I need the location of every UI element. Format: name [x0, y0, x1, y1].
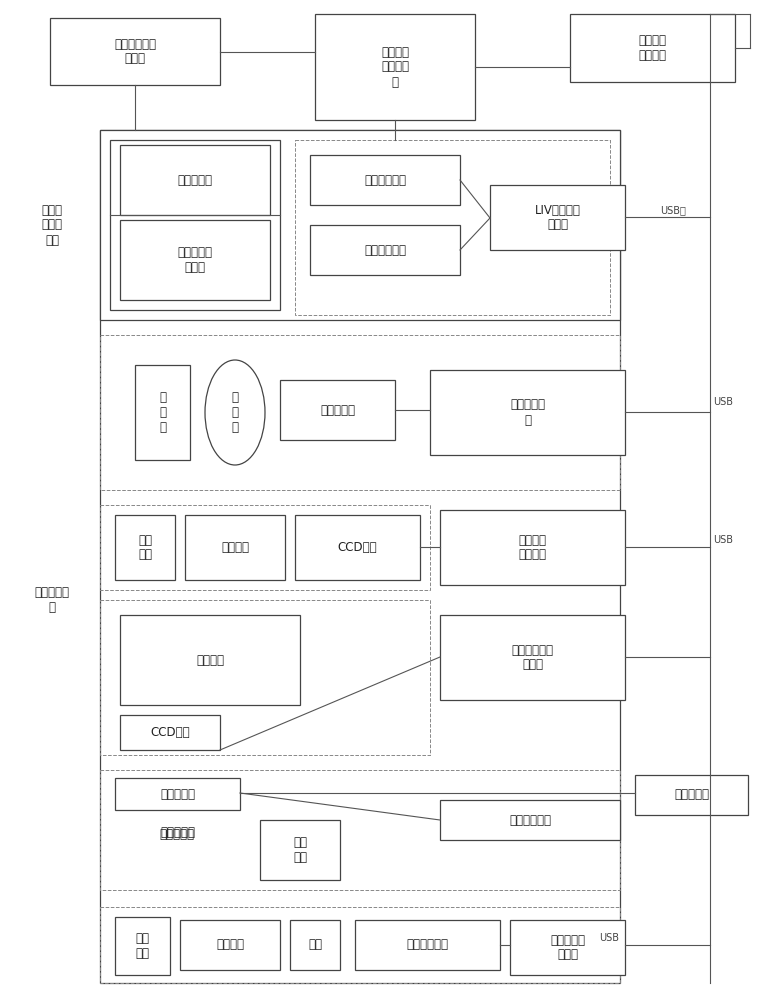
Text: 偏振测试模
块: 偏振测试模 块	[510, 398, 545, 426]
Text: CCD相机: CCD相机	[150, 726, 190, 739]
Bar	[185, 515, 285, 580]
Text: USB线: USB线	[660, 205, 686, 215]
Text: 功率测试装置: 功率测试装置	[364, 243, 406, 256]
Bar	[100, 600, 430, 755]
Bar	[440, 615, 625, 700]
Bar	[310, 225, 460, 275]
Bar	[120, 220, 270, 300]
Bar	[50, 18, 220, 85]
Text: 近场非线性测
试模块: 近场非线性测 试模块	[511, 644, 553, 672]
Text: USB: USB	[713, 535, 733, 545]
Text: 光谱测试装置: 光谱测试装置	[364, 174, 406, 186]
Text: USB: USB	[713, 397, 733, 407]
Bar	[100, 770, 620, 890]
Text: 起
偏
器: 起 偏 器	[232, 391, 239, 434]
Bar	[510, 920, 625, 975]
Bar	[490, 185, 625, 250]
Text: 准直
系统: 准直 系统	[136, 932, 149, 960]
Bar	[100, 335, 620, 490]
Bar	[280, 380, 395, 440]
Text: 可调旋转杆: 可调旋转杆	[160, 826, 195, 839]
Bar	[355, 920, 500, 970]
Text: 激光温
度控制
模块: 激光温 度控制 模块	[41, 204, 62, 246]
Text: 数据采集卡: 数据采集卡	[674, 788, 709, 802]
Text: 半导体激
光器驱动
器: 半导体激 光器驱动 器	[381, 45, 409, 89]
Bar	[310, 155, 460, 205]
Bar	[120, 715, 220, 750]
Text: 光电探测器: 光电探测器	[160, 788, 195, 800]
Text: 准直
系统: 准直 系统	[138, 534, 152, 562]
Text: 可调旋转杆: 可调旋转杆	[159, 828, 194, 842]
Text: 光束放大: 光束放大	[216, 938, 244, 952]
Bar	[295, 140, 610, 315]
Bar	[100, 505, 430, 590]
Text: 温度控制器
制冷器: 温度控制器 制冷器	[178, 246, 213, 274]
Text: 中央软件
测试模块: 中央软件 测试模块	[639, 34, 667, 62]
Text: 步进
电机: 步进 电机	[293, 836, 307, 864]
Bar	[115, 917, 170, 975]
Text: 空间光谱测
试模块: 空间光谱测 试模块	[550, 934, 585, 962]
Bar	[100, 130, 620, 320]
Bar	[115, 778, 240, 810]
Text: 透镜系统: 透镜系统	[196, 654, 224, 666]
Bar	[120, 615, 300, 705]
Text: 光谱测试装置: 光谱测试装置	[406, 938, 449, 952]
Bar	[135, 365, 190, 460]
Text: 远场测试模块: 远场测试模块	[509, 814, 551, 826]
Bar	[110, 140, 280, 310]
Text: 温度传感器: 温度传感器	[178, 174, 213, 186]
Bar	[315, 14, 475, 120]
Bar	[570, 14, 735, 82]
Text: 近场光斑
测试模块: 近场光斑 测试模块	[518, 534, 546, 562]
Text: 二维平移导
轨: 二维平移导 轨	[34, 586, 69, 614]
Bar	[430, 370, 625, 455]
Text: LIV和光谱测
试模块: LIV和光谱测 试模块	[535, 204, 581, 232]
Bar	[635, 775, 748, 815]
Bar	[115, 515, 175, 580]
Bar	[290, 920, 340, 970]
Text: 狭缝: 狭缝	[308, 938, 322, 952]
Bar	[440, 800, 620, 840]
Bar	[260, 820, 340, 880]
Text: CCD相机: CCD相机	[338, 541, 377, 554]
Text: 二微平移导轨
控制器: 二微平移导轨 控制器	[114, 37, 156, 66]
Bar	[100, 907, 620, 983]
Text: USB: USB	[599, 933, 619, 943]
Bar	[180, 920, 280, 970]
Bar	[100, 130, 620, 983]
Text: 衰
减
片: 衰 减 片	[159, 391, 166, 434]
Bar	[120, 145, 270, 215]
Ellipse shape	[205, 360, 265, 465]
Bar	[295, 515, 420, 580]
Text: 光电探测器: 光电探测器	[320, 403, 355, 416]
Text: 光学镜筒: 光学镜筒	[221, 541, 249, 554]
Bar	[440, 510, 625, 585]
